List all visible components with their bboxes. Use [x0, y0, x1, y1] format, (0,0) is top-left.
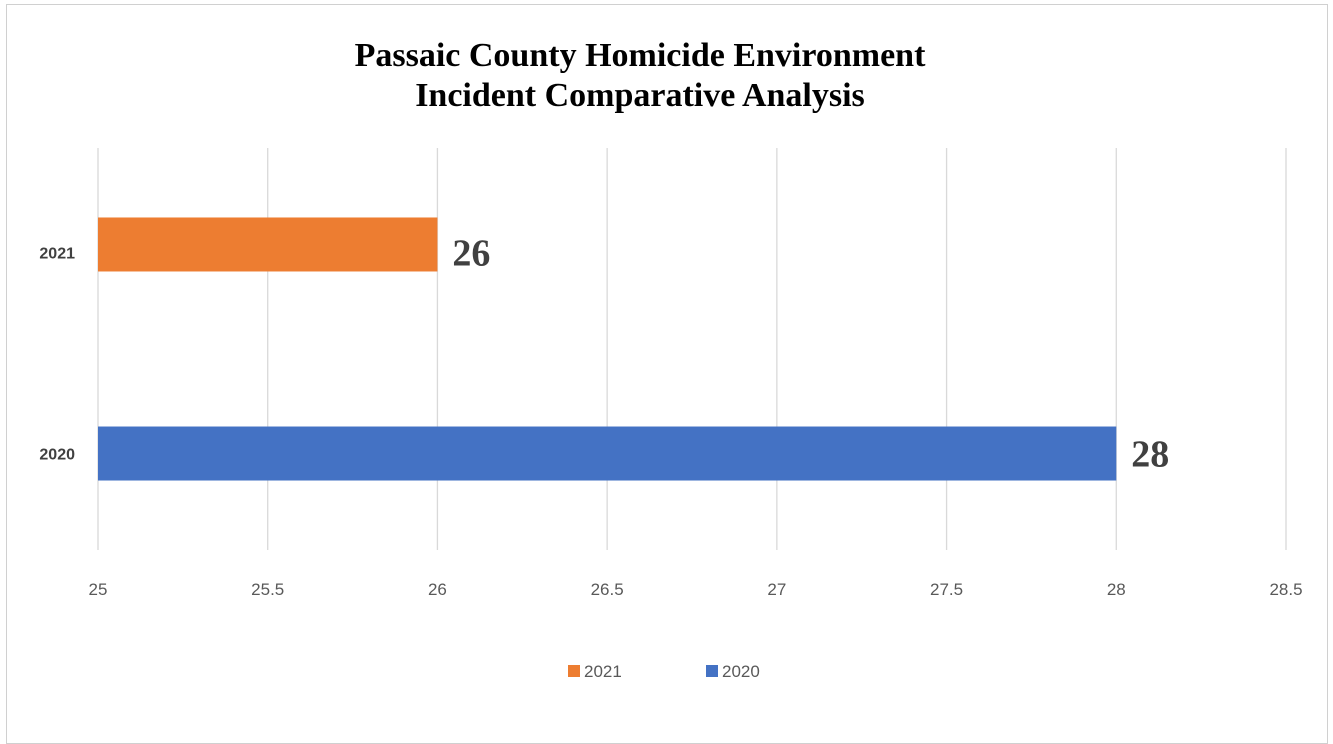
x-tick-label: 25.5: [251, 580, 284, 599]
legend-label-2020: 2020: [722, 662, 760, 681]
data-label-2020: 28: [1131, 434, 1169, 476]
bars: [98, 217, 1117, 481]
x-axis-ticks: 25 25.5 26 26.5 27 27.5 28 28.5: [89, 580, 1303, 599]
chart-title-line-1: Passaic County Homicide Environment: [354, 37, 926, 74]
x-tick-label: 28.5: [1269, 580, 1302, 599]
y-axis-categories: 2021 2020: [39, 246, 75, 464]
chart-title-line-2: Incident Comparative Analysis: [415, 77, 865, 114]
y-category-label: 2020: [39, 447, 75, 464]
gridlines: [97, 148, 1287, 550]
x-tick-label: 26.5: [591, 580, 624, 599]
legend: 2021 2020: [568, 662, 760, 681]
bar-2020: [98, 426, 1117, 481]
chart-title: Passaic County Homicide Environment Inci…: [0, 36, 1280, 116]
x-tick-label: 27.5: [930, 580, 963, 599]
y-category-label: 2021: [39, 246, 75, 263]
legend-swatch-2021: [568, 665, 580, 677]
bar-2021: [98, 217, 438, 272]
x-tick-label: 27: [767, 580, 786, 599]
x-tick-label: 25: [89, 580, 108, 599]
data-label-2021: 26: [452, 233, 490, 275]
legend-label-2021: 2021: [584, 662, 622, 681]
legend-swatch-2020: [706, 665, 718, 677]
x-tick-label: 28: [1107, 580, 1126, 599]
x-tick-label: 26: [428, 580, 447, 599]
chart-frame: [6, 4, 1328, 744]
data-labels: 26 28: [452, 233, 1169, 476]
